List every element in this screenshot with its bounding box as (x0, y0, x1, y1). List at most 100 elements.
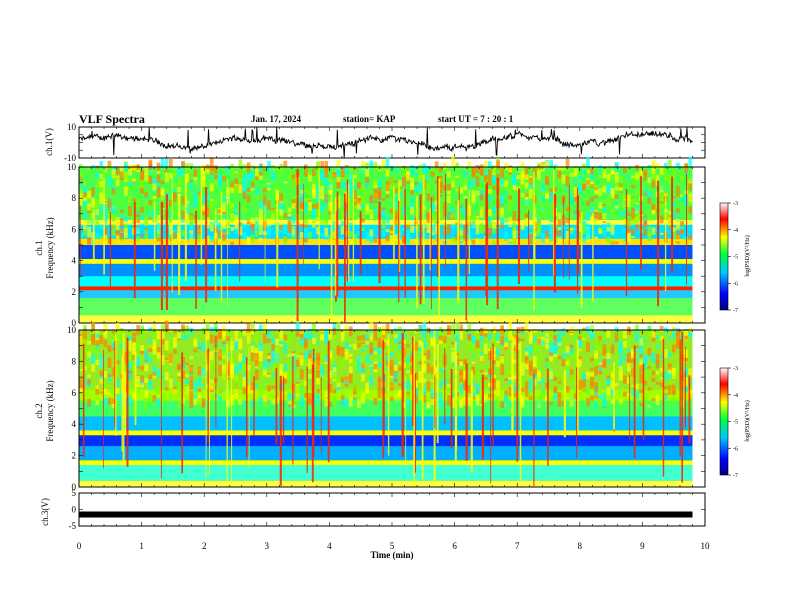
ch1-spectrogram-cell (680, 220, 684, 227)
ch2-spectrogram-cell (598, 384, 603, 389)
ch1-spectrogram-cell (234, 221, 239, 230)
ch1-spectrogram-cell (639, 169, 643, 178)
ch2-spectrogram-cell (308, 336, 312, 340)
ch2-spectrogram-cell (598, 347, 603, 351)
ch1-spectrogram-cell (541, 182, 545, 185)
ch2-spectrogram-cell (340, 332, 345, 342)
ch1-spectrogram-cell (189, 163, 194, 173)
ch2-spectrogram-cell (263, 323, 267, 331)
ch1-spectrogram-cell (152, 196, 157, 199)
ch1-spectrogram-cell (173, 238, 177, 245)
ch1-spectrogram-cell (508, 187, 513, 196)
ch2-spectrogram-cell (594, 382, 598, 392)
ch2-spectrogram-cell (639, 373, 643, 384)
ch2-spectrogram-cell (95, 349, 100, 353)
ch1-spectrogram-cell (348, 222, 353, 226)
ch2-spectrogram-cell (565, 365, 570, 372)
ch1-spectrogram-cell (512, 168, 517, 173)
ch2-spectrogram-cell (185, 402, 189, 407)
ch2-spectrogram-cell (103, 398, 108, 403)
ch1-spectrogram-cell (254, 168, 259, 179)
ch2-spectrogram-ytick-label: 2 (72, 451, 77, 461)
ch2-spectrogram-cell (222, 325, 226, 337)
ch2-spectrogram-cell (496, 360, 500, 367)
ch2-spectrogram-cell (586, 397, 590, 407)
ch2-spectrogram-cell (414, 341, 419, 352)
ch1-spectrogram-cell (385, 194, 390, 198)
ch2-spectrogram-cell (561, 383, 566, 386)
ch2-spectrogram-cell (222, 341, 226, 345)
ch1-spectrogram-cell (623, 221, 627, 225)
ch1-spectrogram-cell (308, 174, 312, 182)
ch2-spectrogram-cell (635, 390, 639, 400)
ch2-spectrogram-cell (291, 392, 296, 399)
ch2-spectrogram-cell (647, 355, 652, 359)
ch2-spectrogram-cell (111, 341, 116, 350)
ch1-spectrogram-cell (361, 165, 365, 173)
ch2-spectrogram-cell (614, 362, 619, 365)
ch1-spectrogram-cell (610, 240, 615, 244)
ch1-spectrogram-cell (680, 223, 684, 230)
ch1-spectrogram-cell (377, 179, 382, 190)
ch1-spectrogram-cell (173, 194, 177, 203)
ch2-spectrogram-cell (99, 370, 104, 377)
ch1-spectrogram-ytick-label: 8 (72, 193, 77, 203)
ch1-spectrogram-cell (201, 208, 206, 215)
ch3-waveform-ytick-label: -5 (69, 521, 77, 531)
ch2-spectrogram-cell (557, 401, 562, 408)
ch2-spectrogram-cell (316, 361, 320, 369)
ch1-spectrogram-cell (209, 199, 214, 202)
ch1-spectrogram-cell (447, 190, 451, 195)
ch2-spectrogram-cell (132, 359, 136, 371)
ch1-spectrogram-cell (606, 185, 611, 193)
ch2-spectrogram-cell (688, 368, 693, 377)
ch1-spectrogram-cell (549, 218, 553, 223)
ch2-spectrogram-cell (565, 352, 570, 356)
ch2-spectrogram-cell (111, 390, 116, 401)
ch2-spectrogram-cell (459, 324, 464, 331)
ch1-spectrogram-cell (316, 217, 320, 220)
ch1-spectrogram-cell (451, 176, 455, 181)
ch2-spectrogram-cell (295, 381, 300, 384)
ch1-spectrogram-cell (201, 197, 206, 202)
ch2-spectrogram-cell (606, 379, 611, 386)
ch2-spectrogram-cell (115, 356, 120, 359)
ch2-spectrogram-cell (103, 339, 108, 348)
ch2-spectrogram-cell (528, 396, 533, 401)
ch1-spectrogram-cell (119, 229, 124, 233)
ch2-spectrogram-cell (197, 376, 202, 387)
ch2-spectrogram-cell (516, 353, 521, 365)
ch2-spectrogram-cell (393, 372, 398, 379)
ch1-spectrogram-cell (189, 215, 194, 226)
ch2-spectrogram-cell (627, 369, 631, 372)
ch1-spectrogram-cell (312, 184, 316, 195)
ch2-spectrogram-cell (316, 393, 320, 403)
ch2-spectrogram-cell (348, 344, 353, 347)
ch1-spectrogram-cell (598, 188, 603, 196)
ch1-spectrogram-cell (590, 216, 594, 221)
ch2-spectrogram-cell (459, 361, 464, 366)
ch1-spectrogram-cell (234, 178, 239, 181)
ch2-spectrogram-cell (189, 373, 194, 376)
ch1-spectrogram-cell (361, 227, 365, 231)
ch2-spectrogram-cell (230, 331, 234, 339)
ch1-spectrogram-cell (263, 187, 267, 193)
ch2-spectrogram-cell (340, 399, 345, 408)
ch2-spectrogram-cell (369, 364, 374, 367)
ch1-spectrogram-cell (385, 181, 390, 192)
ch1-spectrogram-cell (160, 190, 165, 200)
ch1-spectrogram-cell (128, 206, 132, 216)
ch2-spectrogram-cell (189, 397, 194, 409)
ch2-spectrogram-cell (422, 364, 427, 373)
ch2-spectrogram-cell (279, 330, 284, 341)
ch2-spectrogram-cell (291, 404, 296, 408)
ch1-spectrogram-cell (340, 220, 345, 226)
ch2-spectrogram-cell (565, 357, 570, 362)
ch2-spectrogram-cell (586, 387, 590, 396)
ch1-spectrogram-cell (99, 195, 104, 205)
ch1-spectrogram-cell (234, 185, 239, 196)
ch1-spectrogram-cell (623, 203, 627, 210)
ch1-spectrogram-cell (508, 200, 513, 211)
ch1-spectrogram-cell (389, 178, 394, 187)
ch1-spectrogram-cell (275, 168, 279, 171)
